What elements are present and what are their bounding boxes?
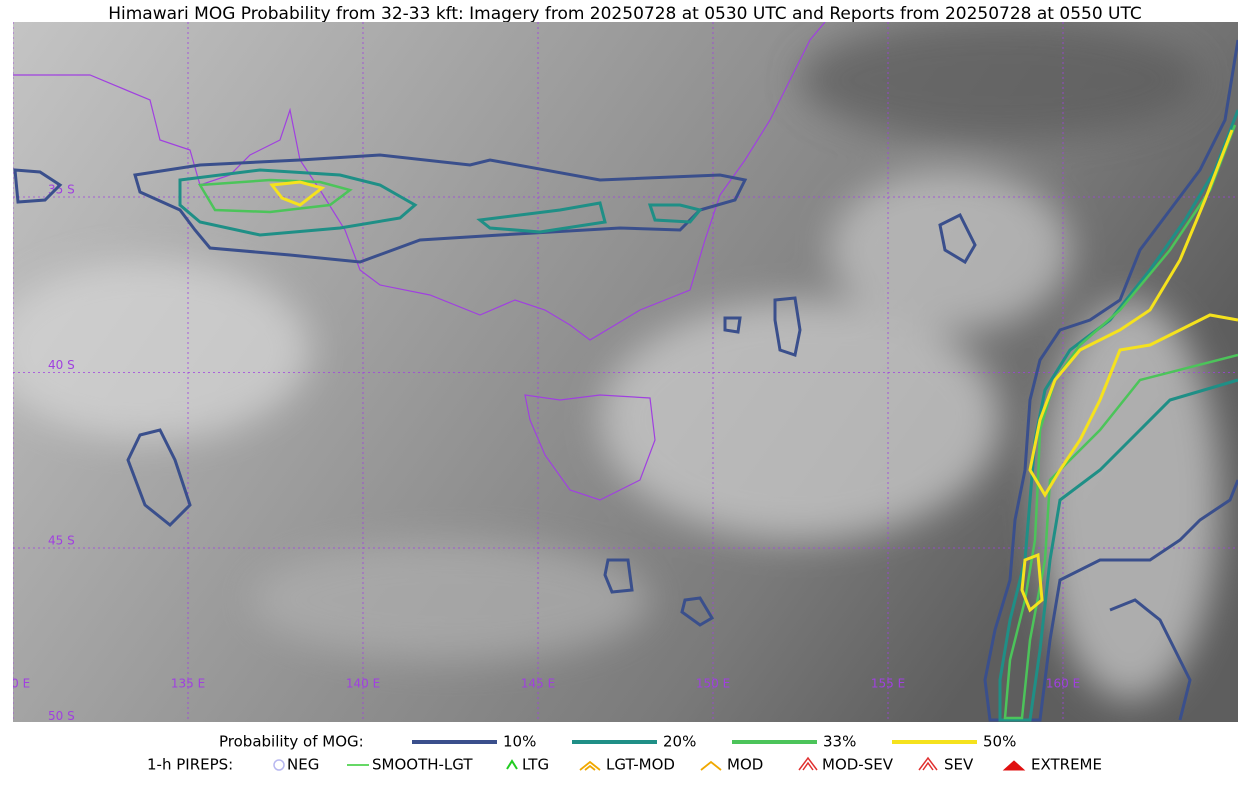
pirep-label: LGT-MOD bbox=[606, 756, 675, 774]
pirep-label: NEG bbox=[287, 756, 319, 774]
lon-label: 150 E bbox=[696, 677, 730, 691]
pirep-icon bbox=[700, 760, 722, 771]
pirep-label: MOD bbox=[727, 756, 763, 774]
title: Himawari MOG Probability from 32-33 kft:… bbox=[108, 4, 1142, 24]
legend-label: 20% bbox=[663, 733, 696, 751]
lon-label: 130 E bbox=[0, 677, 30, 691]
lat-label: 50 S bbox=[48, 709, 75, 723]
pirep-label: EXTREME bbox=[1031, 756, 1102, 774]
legend-label: 50% bbox=[983, 733, 1016, 751]
pirep-icon bbox=[506, 759, 518, 770]
legend-label: 10% bbox=[503, 733, 536, 751]
lon-label: 145 E bbox=[521, 677, 555, 691]
lon-label: 160 E bbox=[1046, 677, 1080, 691]
pirep-icon bbox=[579, 760, 601, 771]
pirep-icon bbox=[918, 756, 938, 771]
pirep-icon bbox=[273, 759, 285, 771]
map: 130 E 135 E 140 E 145 E 150 E 155 E 160 E 35 S 4… bbox=[0, 22, 1238, 723]
pirep-label: LTG bbox=[522, 756, 549, 774]
pirep-icon bbox=[1002, 760, 1026, 771]
pirep-label: MOD-SEV bbox=[822, 756, 894, 774]
pirep-icon bbox=[798, 756, 818, 771]
legend-title: Probability of MOG: bbox=[219, 733, 364, 751]
legend: Probability of MOG: 10% 20% 33% 50% 1-h PIREP… bbox=[147, 733, 1102, 774]
lat-label: 35 S bbox=[48, 183, 75, 197]
lon-label: 155 E bbox=[871, 677, 905, 691]
cloud-texture bbox=[13, 22, 1220, 700]
lat-label: 40 S bbox=[48, 358, 75, 372]
contours bbox=[13, 39, 1238, 722]
legend-label: 33% bbox=[823, 733, 856, 751]
pirep-label: SEV bbox=[944, 756, 974, 774]
lat-label: 45 S bbox=[48, 534, 75, 548]
legend-title: 1-h PIREPS: bbox=[147, 756, 233, 774]
pirep-label: SMOOTH-LGT bbox=[372, 756, 473, 774]
lon-label: 140 E bbox=[346, 677, 380, 691]
lon-label: 135 E bbox=[171, 677, 205, 691]
